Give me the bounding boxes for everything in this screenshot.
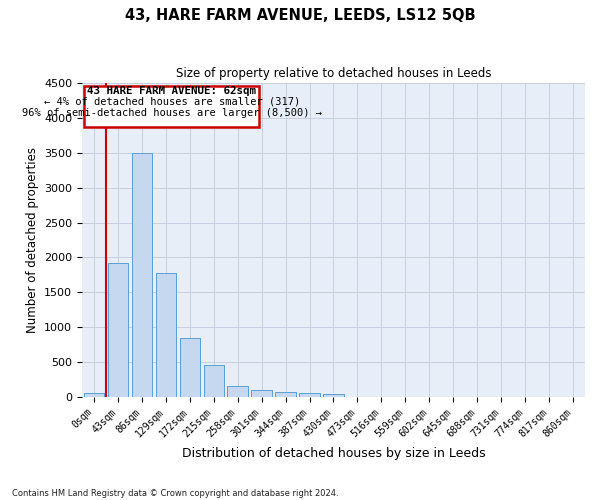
Bar	[323, 394, 344, 397]
Bar	[84, 394, 104, 397]
Bar	[227, 386, 248, 397]
Bar	[108, 263, 128, 397]
Bar	[275, 392, 296, 397]
Y-axis label: Number of detached properties: Number of detached properties	[26, 147, 38, 333]
Bar	[203, 365, 224, 397]
Text: ← 4% of detached houses are smaller (317): ← 4% of detached houses are smaller (317…	[44, 96, 300, 106]
Text: 43, HARE FARM AVENUE, LEEDS, LS12 5QB: 43, HARE FARM AVENUE, LEEDS, LS12 5QB	[125, 8, 475, 22]
Bar	[155, 274, 176, 397]
Text: Contains HM Land Registry data © Crown copyright and database right 2024.: Contains HM Land Registry data © Crown c…	[12, 488, 338, 498]
Text: 96% of semi-detached houses are larger (8,500) →: 96% of semi-detached houses are larger (…	[22, 108, 322, 118]
Text: 43 HARE FARM AVENUE: 62sqm: 43 HARE FARM AVENUE: 62sqm	[87, 86, 256, 96]
X-axis label: Distribution of detached houses by size in Leeds: Distribution of detached houses by size …	[182, 447, 485, 460]
Bar	[131, 153, 152, 397]
Bar	[251, 390, 272, 397]
Title: Size of property relative to detached houses in Leeds: Size of property relative to detached ho…	[176, 68, 491, 80]
Bar	[179, 338, 200, 397]
Bar	[85, 86, 259, 127]
Bar	[299, 393, 320, 397]
